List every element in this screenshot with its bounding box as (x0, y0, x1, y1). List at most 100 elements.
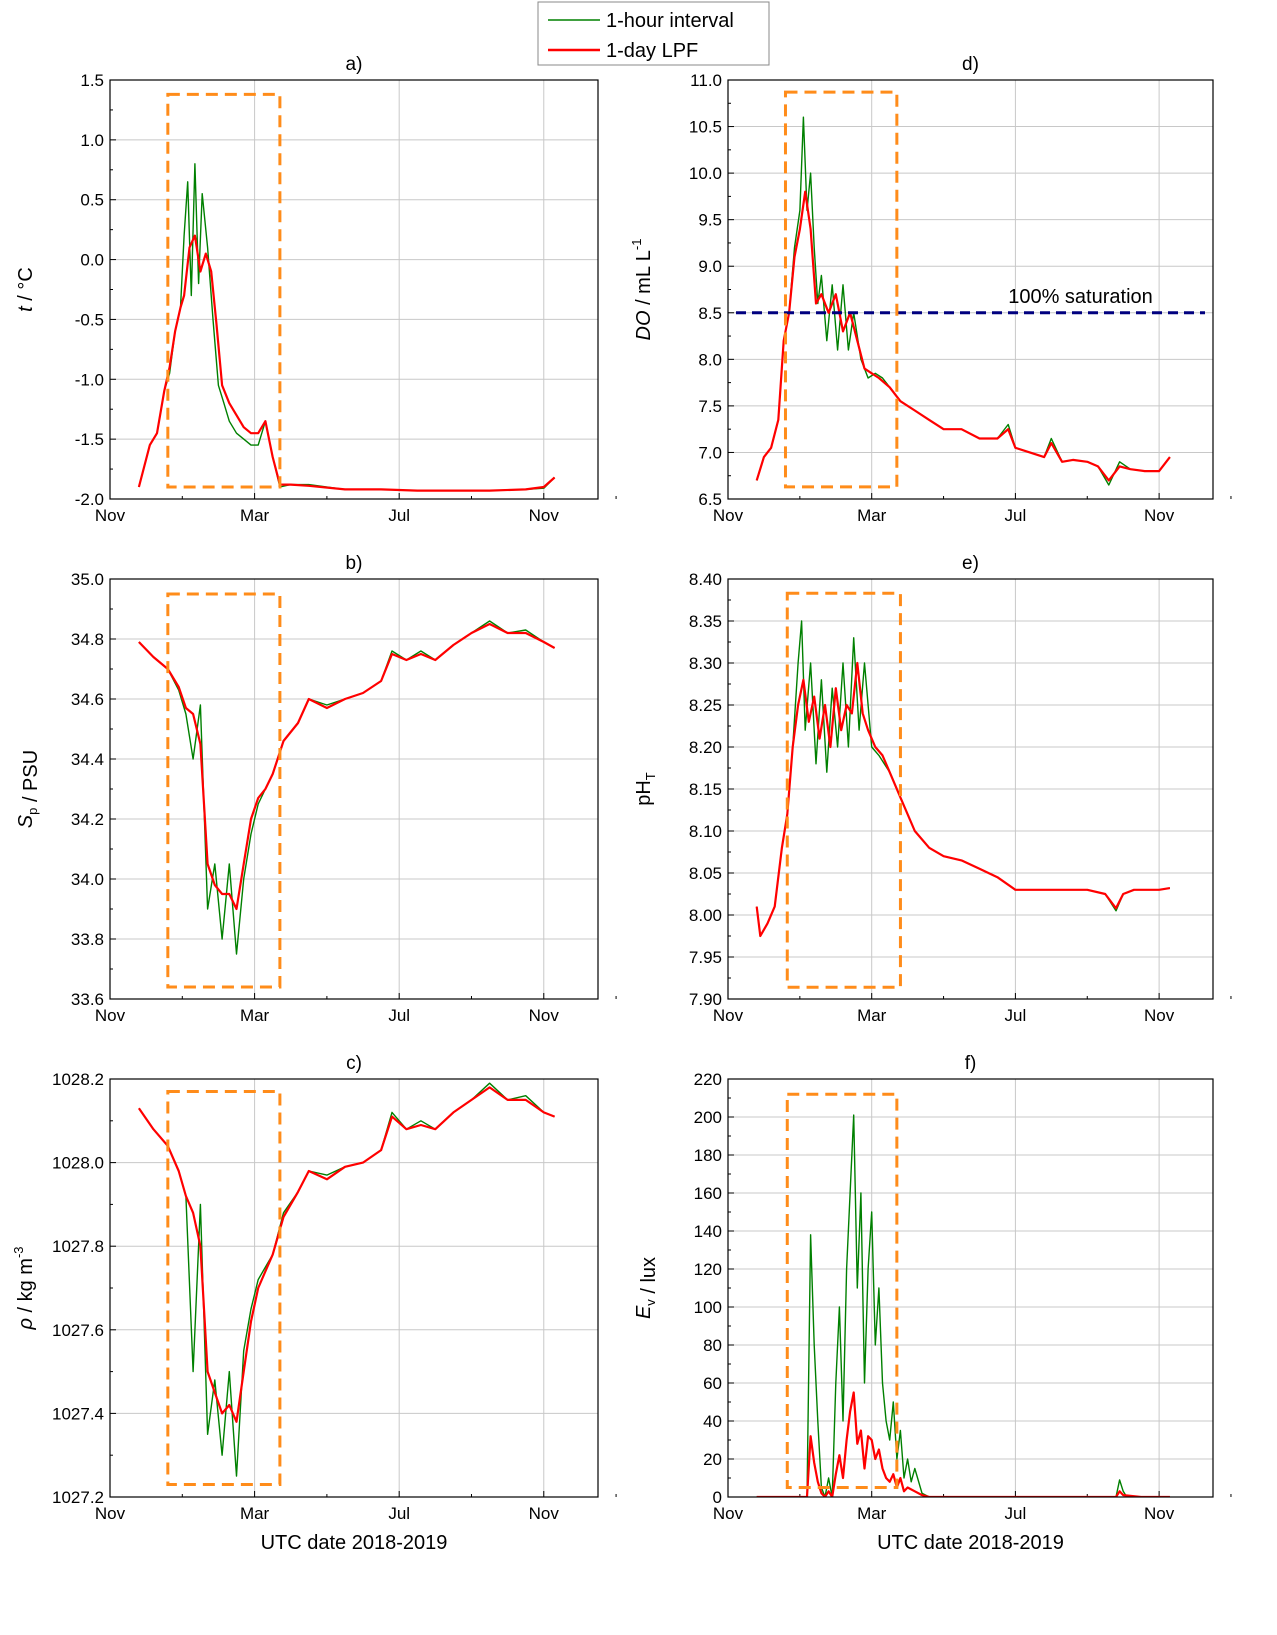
y-tick-label: 7.5 (698, 397, 722, 416)
series-1-hour-line (756, 1114, 1170, 1497)
legend: 1-hour interval 1-day LPF (537, 1, 770, 66)
y-tick-label: 200 (694, 1108, 722, 1127)
x-tick-label: Mar (240, 1006, 270, 1025)
y-tick-label: 1027.6 (52, 1321, 104, 1340)
x-tick-label: Mar (857, 1504, 887, 1523)
y-tick-label: 34.8 (71, 630, 104, 649)
panel-d: 6.5 7.0 7.5 8.0 8.5 9.0 9.5 10.0 10.5 11.0 Nov Mar J… (629, 54, 1232, 525)
legend-box (537, 1, 770, 66)
y-tick-label: 7.0 (698, 443, 722, 462)
y-tick-label: 1027.8 (52, 1237, 104, 1256)
y-tick-label: 8.5 (698, 304, 722, 323)
highlight-box (785, 1092, 899, 1489)
panel-e: 7.90 7.95 8.00 8.05 8.10 8.15 8.20 8.25 8.30 8.35… (633, 553, 1232, 1025)
panel-title: e) (962, 553, 979, 574)
y-tick-label: 8.35 (689, 612, 722, 631)
y-tick-label: 8.10 (689, 822, 722, 841)
series-1-hour-line (138, 620, 555, 955)
y-tick-label: 8.20 (689, 738, 722, 757)
y-tick-label: 1027.4 (52, 1404, 104, 1423)
series-1-day-lpf-line (138, 622, 556, 911)
x-tick-label: Nov (1144, 506, 1175, 525)
y-tick-label: 220 (694, 1070, 722, 1089)
x-tick-label: Nov (713, 506, 744, 525)
panel-title: a) (346, 54, 363, 75)
y-axis-label-main: t (15, 305, 37, 312)
y-axis-label-unit: / PSU (20, 750, 42, 808)
panel-title: f) (965, 1053, 977, 1074)
series-1-day-lpf-line (137, 1086, 555, 1423)
y-axis-label-main: E (633, 1305, 655, 1319)
y-tick-label: 35.0 (71, 570, 104, 589)
highlight-box (785, 591, 902, 989)
y-axis-label: pHT (633, 772, 658, 806)
legend-label-0: 1-hour interval (606, 10, 734, 32)
x-tick-label: Jul (1005, 1006, 1027, 1025)
y-axis-label-main: pH (633, 780, 655, 806)
panel-title: d) (962, 54, 979, 75)
y-tick-label: 33.6 (71, 990, 104, 1009)
series-1-day-lpf-line (755, 190, 1171, 482)
x-tick-label: Nov (95, 1006, 126, 1025)
y-tick-label: 0.0 (80, 251, 104, 270)
x-tick-label: Nov (1144, 1504, 1175, 1523)
x-tick-label: Nov (529, 506, 560, 525)
x-tick-label: Mar (240, 1504, 270, 1523)
y-tick-label: 7.95 (689, 948, 722, 967)
y-tick-label: 6.5 (698, 490, 722, 509)
y-tick-label: 8.15 (689, 780, 722, 799)
y-axis-label-main: S (15, 814, 37, 828)
y-tick-label: 0.5 (80, 191, 104, 210)
x-tick-label: Nov (713, 1006, 744, 1025)
y-axis-label-main: DO (633, 310, 655, 340)
y-tick-label: 120 (694, 1260, 722, 1279)
panel-a: -2.0 -1.5 -1.0 -0.5 0.0 0.5 1.0 1.5 Nov Mar Jul Nov… (15, 54, 617, 525)
highlight-box (166, 92, 282, 489)
y-tick-label: 9.0 (698, 257, 722, 276)
panel-c: 1027.2 1027.4 1027.6 1027.8 1028.0 1028.2 Nov M… (11, 1053, 617, 1554)
x-tick-label: Nov (713, 1504, 744, 1523)
y-tick-label: 8.0 (698, 350, 722, 369)
y-axis-label-unit: / lux (638, 1257, 660, 1299)
panel-f: 0 20 40 60 80 100 120 140 160 180 200 220 Nov Mar Jul N… (633, 1053, 1232, 1554)
y-tick-label: 9.5 (698, 211, 722, 230)
y-axis-label-sub: p (25, 808, 40, 815)
x-tick-label: Jul (388, 1504, 410, 1523)
y-axis-label: ρ / kg m-3 (11, 1246, 37, 1330)
x-tick-label: Nov (95, 506, 126, 525)
y-tick-label: 0 (713, 1488, 722, 1507)
y-tick-label: 34.6 (71, 690, 104, 709)
x-tick-label: Jul (388, 506, 410, 525)
y-tick-label: 1028.2 (52, 1070, 104, 1089)
axes-frame (727, 1078, 1214, 1498)
y-tick-label: 180 (694, 1146, 722, 1165)
panel-b: 33.6 33.8 34.0 34.2 34.4 34.6 34.8 35.0 Nov Mar Ju… (15, 553, 617, 1025)
legend-label-1: 1-day LPF (606, 40, 698, 62)
x-tick-label: Nov (95, 1504, 126, 1523)
axes-frame (109, 578, 599, 1000)
y-tick-label: 8.25 (689, 696, 722, 715)
x-tick-label: Mar (240, 506, 270, 525)
highlight-box (166, 1090, 282, 1486)
y-axis-label-sup: -1 (629, 239, 644, 251)
y-tick-label: 8.30 (689, 654, 722, 673)
x-tick-label: Mar (857, 1006, 887, 1025)
y-tick-label: 8.05 (689, 864, 722, 883)
y-tick-label: 60 (703, 1374, 722, 1393)
x-tick-label: Jul (388, 1006, 410, 1025)
axes-frame (727, 79, 1214, 500)
highlight-box (783, 90, 899, 489)
y-tick-label: 10.0 (689, 164, 722, 183)
y-tick-label: 80 (703, 1336, 722, 1355)
series-1-hour-line (756, 620, 1171, 937)
x-tick-label: Jul (1005, 506, 1027, 525)
series-1-day-lpf-line (137, 234, 556, 492)
y-tick-label: 140 (694, 1222, 722, 1241)
y-tick-label: 33.8 (71, 930, 104, 949)
y-tick-label: -0.5 (75, 310, 104, 329)
y-tick-label: 7.90 (689, 990, 722, 1009)
y-tick-label: 11.0 (690, 71, 722, 90)
y-tick-label: -1.5 (75, 430, 104, 449)
